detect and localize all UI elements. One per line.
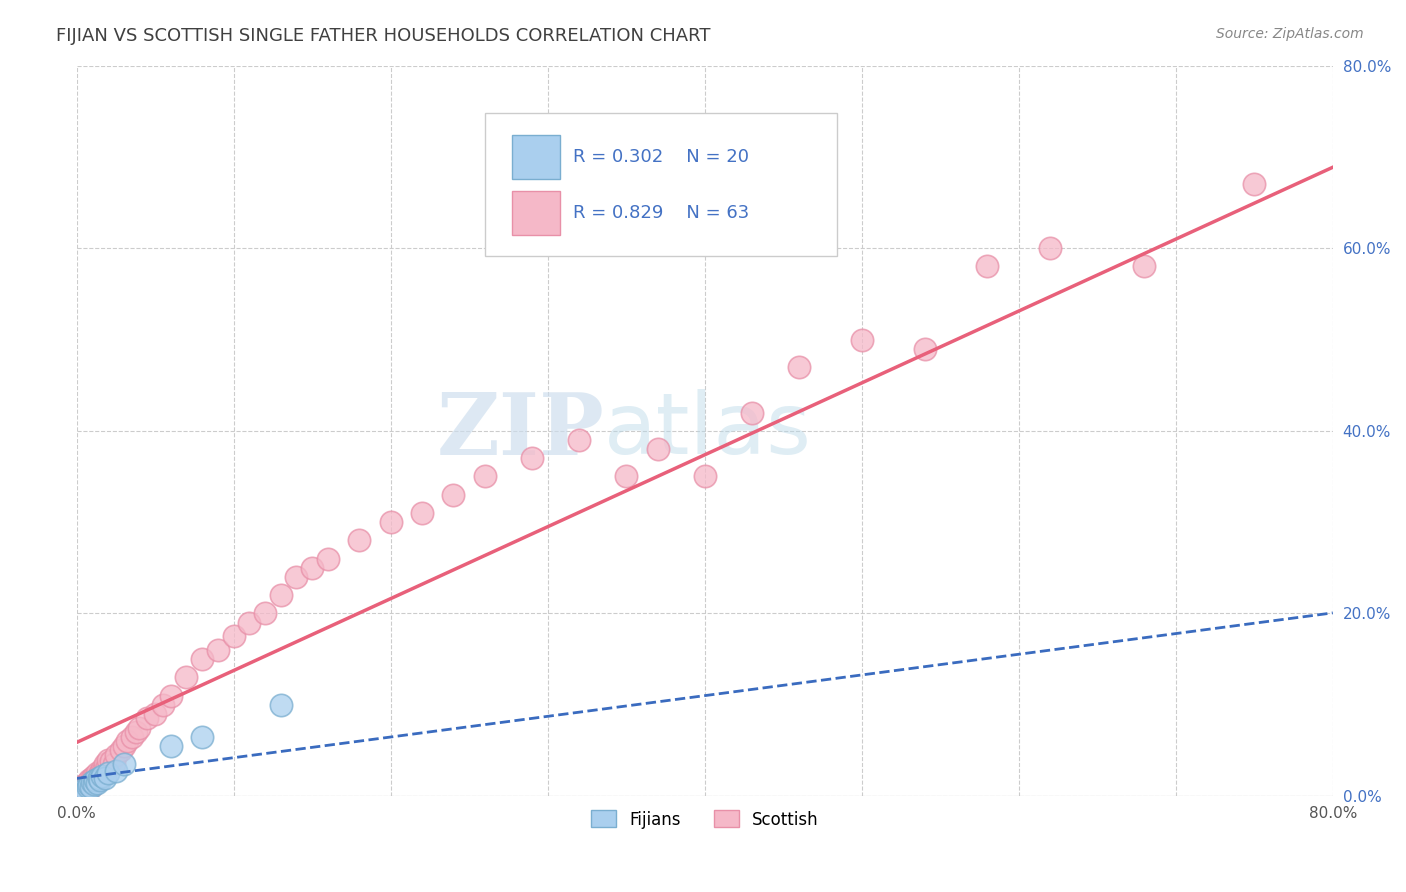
Point [787,359,810,374]
Point [82,771,104,785]
Point [1243,178,1265,192]
Point [82,775,104,789]
Point [380,515,402,529]
Point [474,469,496,483]
Point [100,755,122,769]
Point [70,784,93,798]
Point [97,766,120,780]
Point [270,698,292,712]
Point [191,730,214,744]
Point [159,689,181,703]
Point [568,433,591,447]
Text: Source: ZipAtlas.com: Source: ZipAtlas.com [1216,27,1364,41]
Point [90,769,112,783]
Point [76,775,98,789]
Point [1133,260,1156,274]
Point [94,771,117,785]
Point [77,778,100,792]
Point [103,757,125,772]
Point [693,469,716,483]
Point [83,769,105,783]
Point [121,730,143,744]
Point [96,762,118,776]
Point [914,342,936,356]
FancyBboxPatch shape [512,191,560,235]
Point [159,739,181,753]
Point [253,607,276,621]
Point [75,781,97,796]
Point [285,570,308,584]
Point [77,772,100,787]
Point [104,764,127,778]
Point [76,780,98,794]
Point [115,734,138,748]
Point [89,766,111,780]
Point [316,551,339,566]
FancyBboxPatch shape [512,135,560,178]
Text: R = 0.302    N = 20: R = 0.302 N = 20 [572,148,749,166]
Point [110,743,132,757]
Point [136,711,159,725]
Point [70,781,93,796]
Point [238,615,260,630]
Point [84,771,107,785]
Point [191,652,214,666]
Point [520,451,543,466]
Point [143,706,166,721]
Point [87,769,110,783]
Point [152,698,174,712]
Point [86,766,108,780]
Point [301,561,323,575]
Point [91,764,114,778]
Point [741,406,763,420]
Point [72,784,94,798]
Point [90,762,112,776]
Text: ZIP: ZIP [436,389,605,473]
Point [97,753,120,767]
Point [73,778,96,792]
Text: FIJIAN VS SCOTTISH SINGLE FATHER HOUSEHOLDS CORRELATION CHART: FIJIAN VS SCOTTISH SINGLE FATHER HOUSEHO… [56,27,711,45]
Point [851,333,873,347]
Point [82,775,104,789]
Text: atlas: atlas [605,389,813,473]
Point [73,780,96,794]
Point [176,670,198,684]
Point [1039,241,1062,255]
Point [89,772,111,787]
Point [73,781,96,796]
Point [76,778,98,792]
Point [94,757,117,772]
Point [270,588,292,602]
Point [976,260,998,274]
Legend: Fijians, Scottish: Fijians, Scottish [583,804,825,835]
FancyBboxPatch shape [485,113,837,255]
Point [83,777,105,791]
Point [647,442,669,456]
Point [80,780,103,794]
Point [125,725,148,739]
Point [84,772,107,787]
Point [104,747,127,762]
Point [75,783,97,797]
Point [441,488,464,502]
Point [87,771,110,785]
Point [347,533,370,548]
Point [207,643,229,657]
Point [112,757,135,772]
Point [80,780,103,794]
Point [69,784,91,798]
Point [411,506,433,520]
Point [128,721,150,735]
Point [86,776,108,790]
Point [222,629,245,643]
Point [614,469,637,483]
Text: R = 0.829    N = 63: R = 0.829 N = 63 [572,204,749,222]
Point [112,739,135,753]
